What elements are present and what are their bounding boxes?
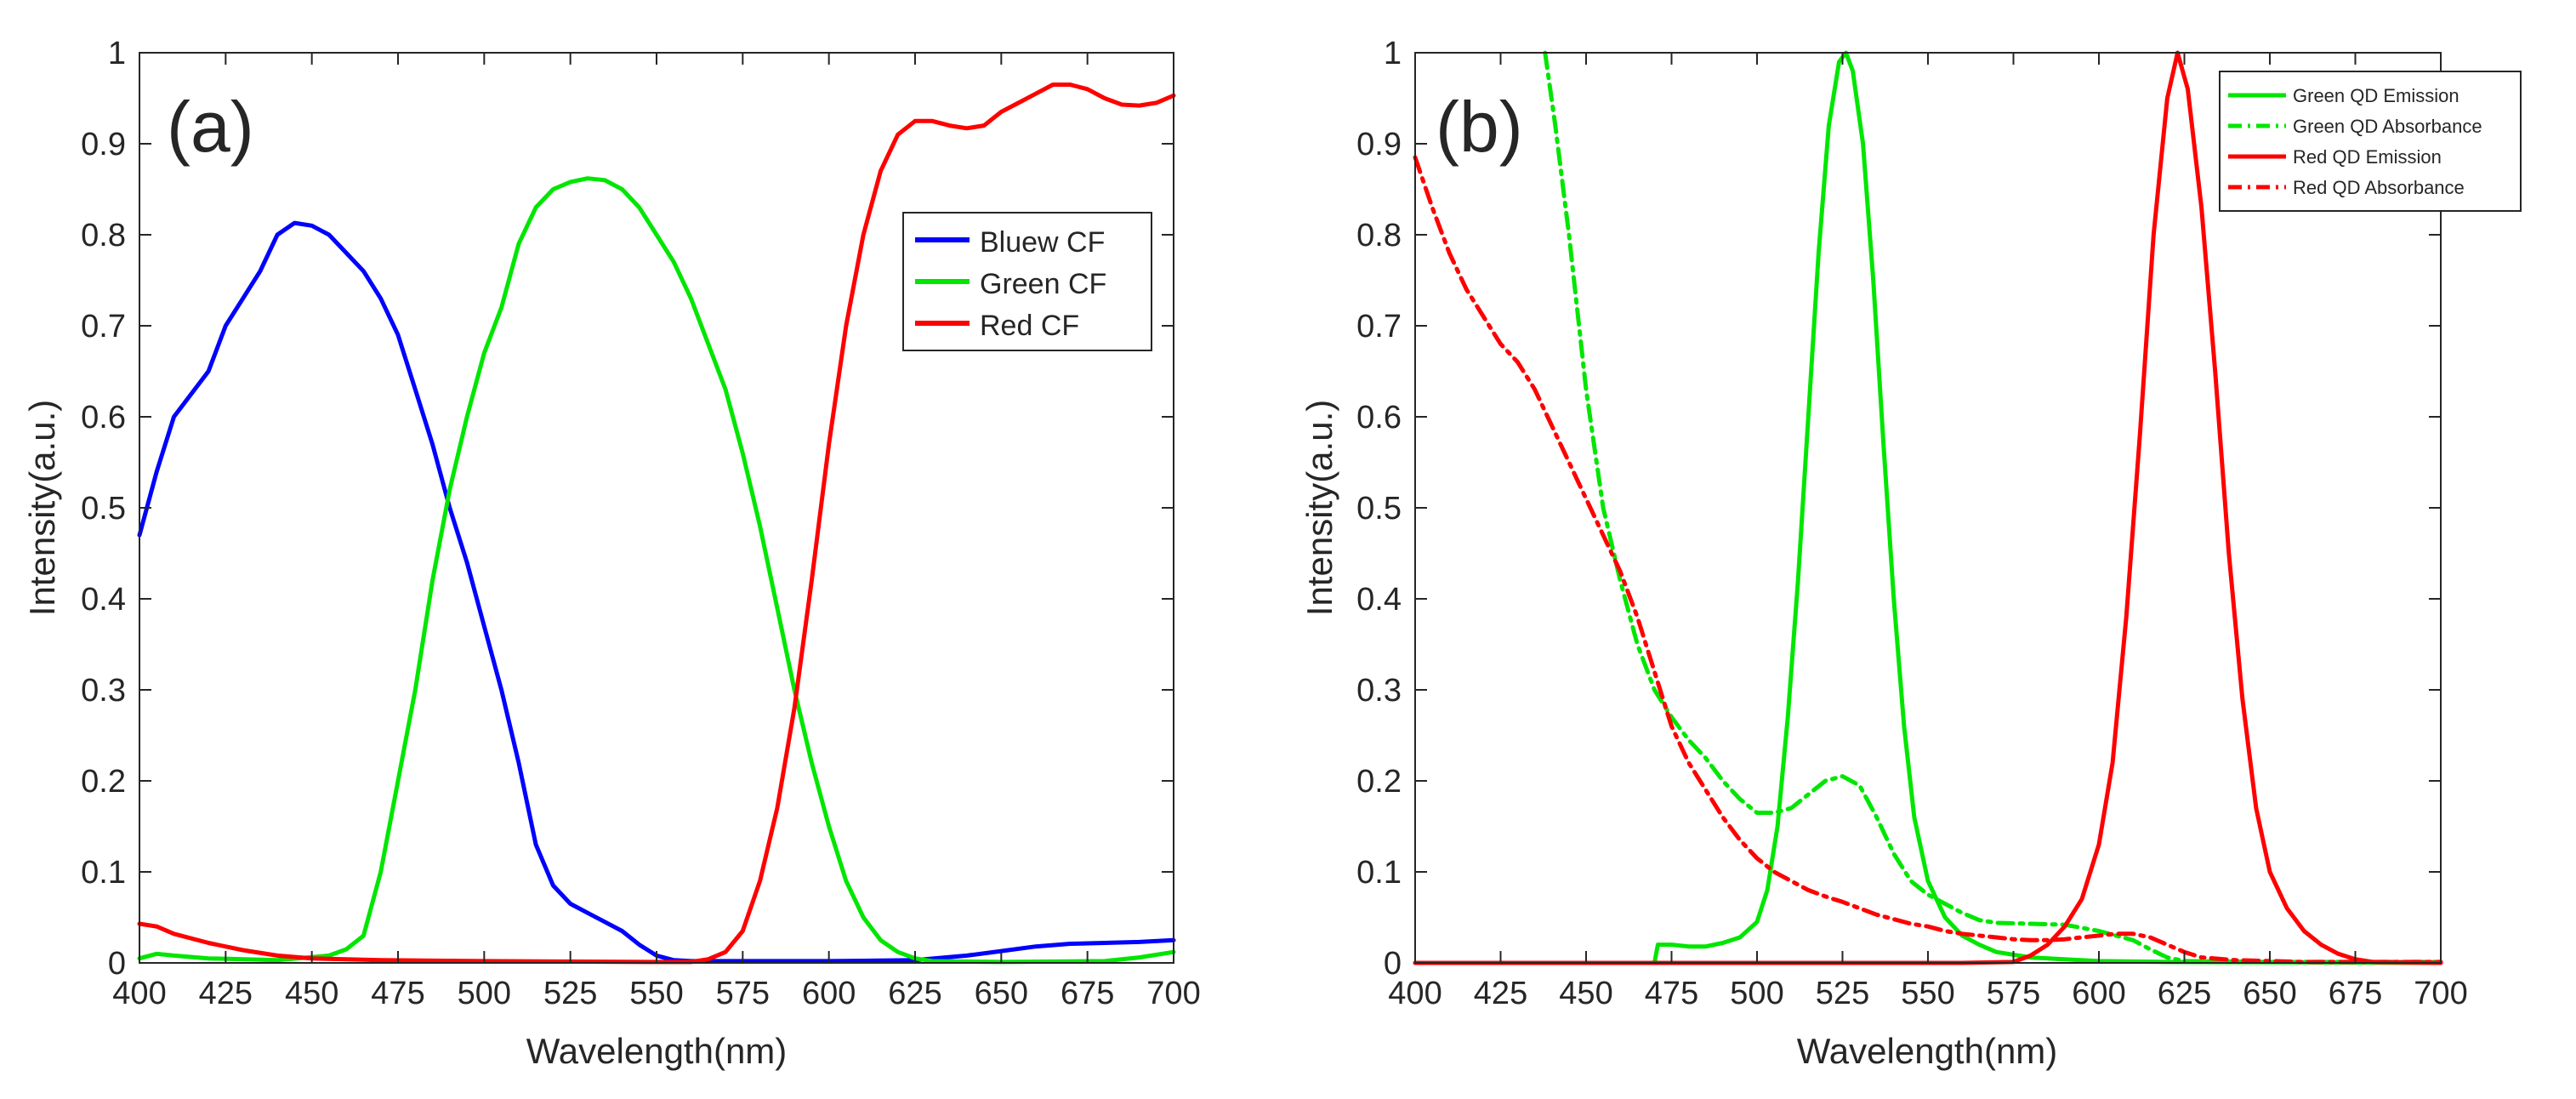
- x-tick-label: 700: [2414, 976, 2467, 1011]
- legend-entry: Red QD Absorbance: [2228, 177, 2465, 198]
- y-tick-label: 0.3: [1356, 673, 1402, 709]
- x-tick-label: 400: [112, 976, 166, 1011]
- y-axis-label: Intensity(a.u.): [22, 400, 62, 616]
- y-tick-label: 0.6: [1356, 400, 1402, 436]
- x-tick-label: 550: [1901, 976, 1954, 1011]
- y-tick-label: 1: [108, 36, 126, 71]
- x-tick-label: 700: [1146, 976, 1200, 1011]
- legend-entry: Bluew CF: [915, 226, 1105, 259]
- x-tick-label: 575: [1987, 976, 2040, 1011]
- legend-entry: Green CF: [915, 268, 1106, 300]
- legend-entry: Green QD Absorbance: [2228, 116, 2482, 137]
- x-tick-label: 425: [199, 976, 253, 1011]
- y-tick-label: 0.1: [1356, 855, 1402, 891]
- x-tick-label: 600: [802, 976, 856, 1011]
- y-tick-label: 0.4: [81, 582, 126, 618]
- legend-entry: Red QD Emission: [2228, 146, 2442, 168]
- x-tick-label: 400: [1388, 976, 1442, 1011]
- legend-label: Green QD Emission: [2293, 85, 2459, 106]
- series-layer: [137, 83, 1176, 965]
- legend-label: Green CF: [980, 268, 1106, 300]
- y-tick-label: 0.2: [1356, 764, 1402, 800]
- x-tick-label: 650: [975, 976, 1028, 1011]
- x-axis-label: Wavelength(nm): [526, 1031, 788, 1071]
- legend-label: Bluew CF: [980, 226, 1105, 259]
- legend-label: Red QD Absorbance: [2293, 177, 2465, 198]
- y-tick-label: 0.5: [81, 491, 126, 527]
- x-tick-label: 500: [458, 976, 511, 1011]
- x-tick-label: 625: [2158, 976, 2211, 1011]
- y-tick-label: 1: [1384, 36, 1402, 71]
- series-line-green-qd-absorbance: [1543, 50, 2443, 965]
- y-tick-label: 0.8: [81, 218, 126, 253]
- x-tick-label: 525: [1816, 976, 1869, 1011]
- tick-layer: 400 425 450 475 500 525 550 575 600 625 650 675 700 0…: [1356, 36, 2468, 1011]
- y-tick-label: 0.9: [1356, 127, 1402, 162]
- legend-entry: Green QD Emission: [2228, 85, 2459, 106]
- series-line-green-cf: [137, 176, 1176, 965]
- x-tick-label: 525: [543, 976, 597, 1011]
- y-tick-label: 0.6: [81, 400, 126, 436]
- y-tick-label: 0.7: [81, 309, 126, 345]
- y-tick-label: 0.7: [1356, 309, 1402, 345]
- x-tick-label: 550: [629, 976, 683, 1011]
- x-tick-label: 625: [888, 976, 941, 1011]
- y-tick-label: 0: [1384, 946, 1402, 982]
- legend-label: Green QD Absorbance: [2293, 116, 2482, 137]
- x-tick-label: 475: [1645, 976, 1698, 1011]
- legend: Green QD Emission Green QD Absorbance Re…: [2219, 71, 2522, 212]
- series-line-red-qd-emission: [1413, 50, 2443, 965]
- series-line-red-cf: [137, 83, 1176, 965]
- x-tick-label: 675: [1061, 976, 1114, 1011]
- x-axis-label: Wavelength(nm): [1797, 1031, 2058, 1071]
- x-tick-label: 575: [716, 976, 770, 1011]
- series-line-red-qd-absorbance: [1413, 155, 2443, 965]
- y-tick-label: 0.5: [1356, 491, 1402, 527]
- x-tick-label: 500: [1730, 976, 1783, 1011]
- x-tick-label: 450: [285, 976, 338, 1011]
- chart-panel-a: 400 425 450 475 500 525 550 575 600 625 650 675 700 0…: [22, 36, 1201, 1071]
- legend-label: Red QD Emission: [2293, 146, 2442, 168]
- y-tick-label: 0.4: [1356, 582, 1402, 618]
- x-tick-label: 600: [2072, 976, 2125, 1011]
- x-tick-label: 450: [1559, 976, 1612, 1011]
- legend-label: Red CF: [980, 310, 1079, 342]
- legend: Bluew CF Green CF Red CF: [902, 212, 1152, 351]
- x-tick-label: 425: [1474, 976, 1527, 1011]
- plot-area: [139, 53, 1174, 963]
- y-axis-label: Intensity(a.u.): [1299, 400, 1339, 616]
- x-tick-label: 675: [2329, 976, 2382, 1011]
- legend-entry: Red CF: [915, 310, 1079, 342]
- panel-label: (a): [167, 87, 254, 167]
- y-tick-label: 0.9: [81, 127, 126, 162]
- y-tick-label: 0.3: [81, 673, 126, 709]
- x-tick-label: 475: [371, 976, 424, 1011]
- y-tick-label: 0.2: [81, 764, 126, 800]
- y-tick-label: 0: [108, 946, 126, 982]
- x-tick-label: 650: [2243, 976, 2296, 1011]
- panel-label: (b): [1436, 87, 1523, 167]
- tick-layer: 400 425 450 475 500 525 550 575 600 625 650 675 700 0…: [81, 36, 1201, 1011]
- y-tick-label: 0.1: [81, 855, 126, 891]
- chart-panel-b: 400 425 450 475 500 525 550 575 600 625 650 675 700 0…: [1299, 36, 2522, 1071]
- y-tick-label: 0.8: [1356, 218, 1402, 253]
